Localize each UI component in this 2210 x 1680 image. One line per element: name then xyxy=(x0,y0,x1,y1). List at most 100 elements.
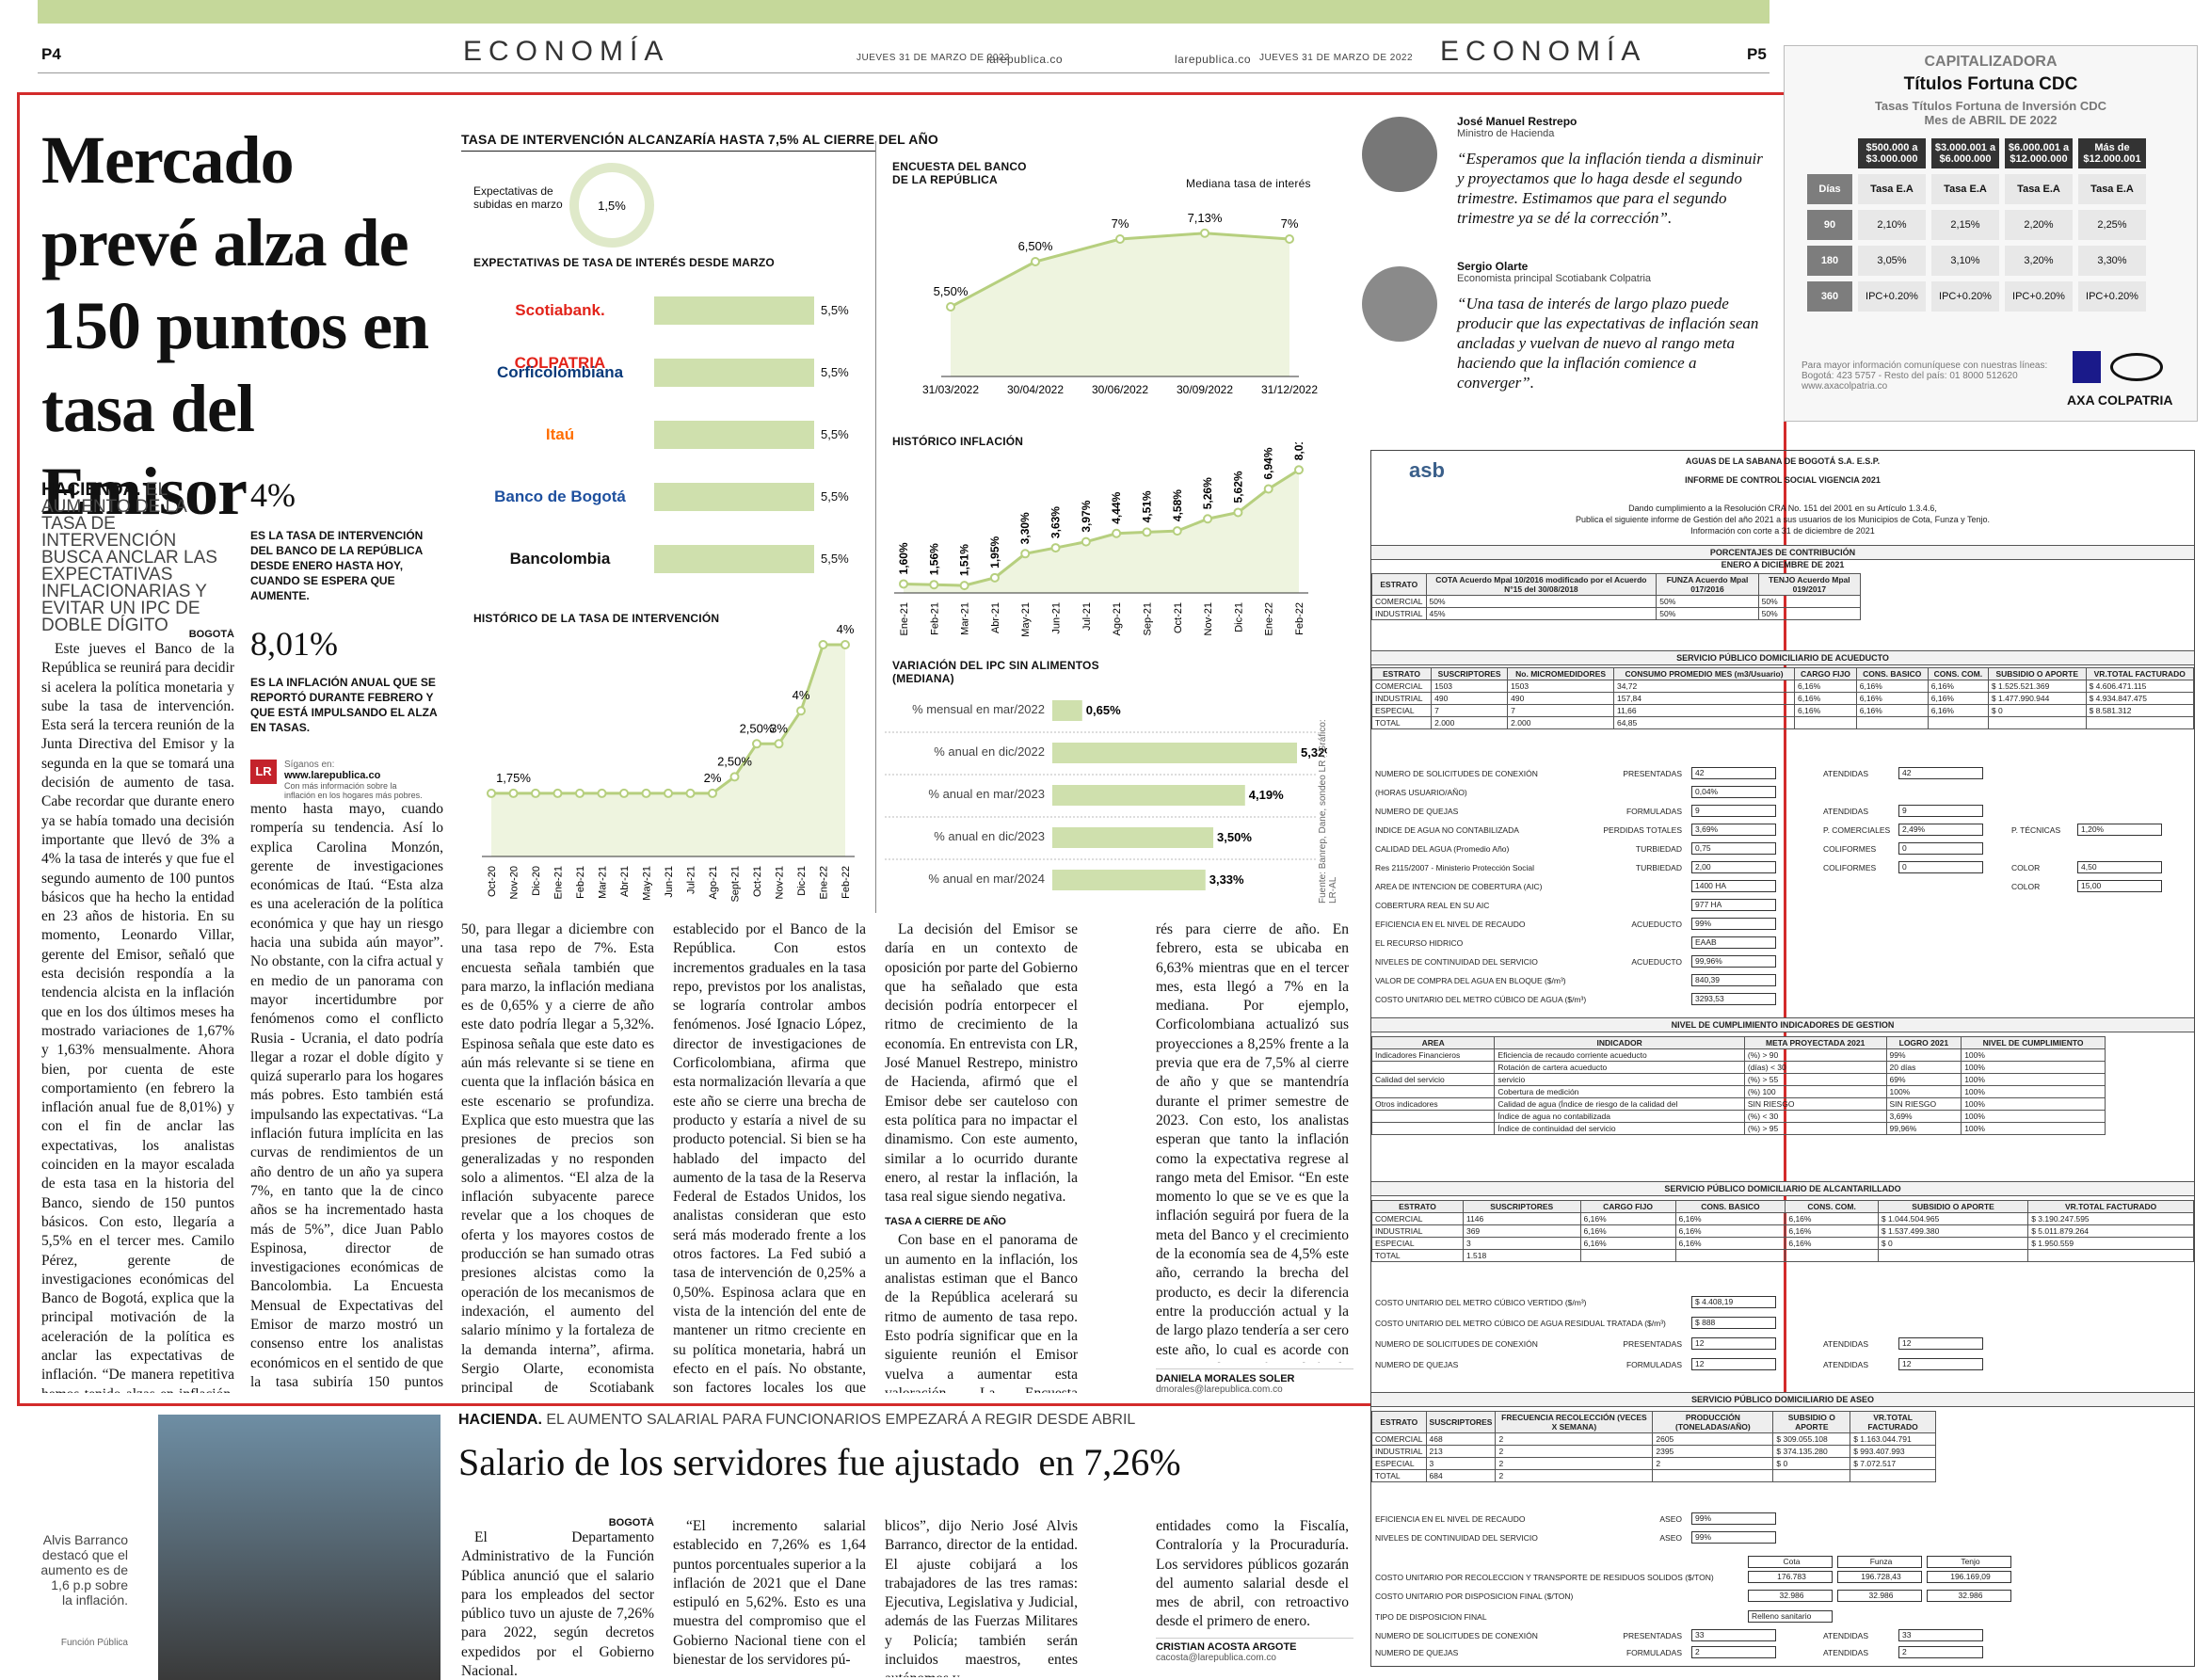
indicator-sublabel: ASEO xyxy=(1659,1533,1682,1543)
tick-label: 30/04/2022 xyxy=(1007,383,1064,396)
table-row: ESPECIAL 3 6,16% 6,16% 6,16% $ 0 $ 1.950.559 xyxy=(1371,1237,2194,1250)
table-cell: Cobertura de medición xyxy=(1494,1085,1745,1098)
expectations-value: 1,5% xyxy=(598,199,626,213)
tick-label: Nov-21 xyxy=(775,866,786,899)
table-cell: 6,16% xyxy=(1855,692,1929,705)
table-cell: $ 374.135.280 xyxy=(1772,1445,1851,1458)
ipc-bar-label: 3,50% xyxy=(1217,830,1252,844)
follow-site-link[interactable]: www.larepublica.co xyxy=(284,770,381,781)
article-deck: HACIENDA. EL AUMENTO DE LA TASA DE INTER… xyxy=(41,481,230,634)
table-row: ESPECIAL 7 7 11,66 6,16% 6,16% 6,16% $ 0 $ 8.581… xyxy=(1370,704,2195,717)
rate-cell: 2,15% xyxy=(1931,210,1999,240)
second-col-3: blicos”, dijo Nerio José Alvis Barranco,… xyxy=(885,1517,1078,1677)
data-point xyxy=(1233,507,1243,518)
rate-cell: 3,10% xyxy=(1931,246,1999,276)
table-cell xyxy=(1927,716,1989,729)
indicator-value: $ 4.408,19 xyxy=(1691,1296,1776,1308)
tick-label: Mar-21 xyxy=(960,602,971,635)
indicator-label: COBERTURA REAL EN SU AIC xyxy=(1375,901,1490,910)
table-header-cell: ESTRATO xyxy=(1371,1200,1464,1213)
table-row: Calidad del servicio servicio (%) > 55 69% 1… xyxy=(1370,1073,2106,1086)
table-cell: 2 xyxy=(1495,1469,1654,1482)
aseo-cost-value: 196.169,09 xyxy=(1927,1571,2011,1583)
article-col-3: 50, para llegar a diciembre con una tasa… xyxy=(461,920,654,1393)
tick-label: Feb-22 xyxy=(841,866,852,899)
ipc-title: VARIACIÓN DEL IPC SIN ALIMENTOS (MEDIANA… xyxy=(892,659,1099,685)
table-cell: TOTAL xyxy=(1370,716,1433,729)
table-header-cell: CONS. COM. xyxy=(1927,667,1989,680)
data-label: 1,95% xyxy=(988,536,1001,568)
dias-180: 180 xyxy=(1807,246,1852,276)
table-header-cell: CONS. COM. xyxy=(1785,1200,1879,1213)
table-cell: 7 xyxy=(1507,704,1614,717)
indicator-value-2: 12 xyxy=(1898,1358,1983,1370)
tick-label: Dic-21 xyxy=(796,866,808,896)
bank-bar xyxy=(654,296,814,325)
table-header-cell: FRECUENCIA RECOLECCIÓN (VECES X SEMANA) xyxy=(1495,1411,1654,1433)
tick-label: Abr-21 xyxy=(619,866,631,897)
table-header-cell: SUSCRIPTORES xyxy=(1425,1411,1497,1433)
table-cell: ESPECIAL xyxy=(1371,1237,1464,1250)
asb-logo: asb xyxy=(1409,458,1445,482)
indicator-label: EFICIENCIA EN EL NIVEL DE RECAUDO xyxy=(1375,1514,1526,1524)
aseo-table: ESTRATO SUSCRIPTORES FRECUENCIA RECOLECCIÓ… xyxy=(1371,1411,1936,1482)
table-row: TOTAL 684 2 xyxy=(1371,1469,1936,1482)
table-cell: 11,66 xyxy=(1612,704,1796,717)
table-cell: Índice de continuidad del servicio xyxy=(1494,1122,1745,1135)
data-point xyxy=(1112,528,1122,538)
indicator-label: COSTO UNITARIO DEL METRO CÚBICO VERTIDO … xyxy=(1375,1298,1587,1307)
second-col-2-text: “El incremento salarial establecido en 7… xyxy=(673,1518,866,1669)
second-author-email[interactable]: cacosta@larepublica.com.co xyxy=(1156,1653,1276,1663)
tick-label: Feb-22 xyxy=(1294,602,1305,635)
bank-bar xyxy=(654,359,814,387)
table-cell xyxy=(1370,1122,1496,1135)
key-figure-2: 8,01% xyxy=(250,625,338,663)
tick-label: Ene-22 xyxy=(1264,602,1275,635)
sec-period: ENERO A DICIEMBRE DE 2021 xyxy=(1721,560,1845,569)
colpatria-logo xyxy=(2110,353,2163,381)
table-cell: 2.000 xyxy=(1431,716,1509,729)
table-cell: 6,16% xyxy=(1785,1237,1879,1250)
indicator-value: 42 xyxy=(1691,767,1776,779)
indicator-value: 99,96% xyxy=(1691,955,1776,968)
second-author: CRISTIAN ACOSTA ARGOTE xyxy=(1156,1641,1297,1653)
table-header-cell: SUBSIDIO O APORTE xyxy=(1772,1411,1851,1433)
table-cell: $ 993.407.993 xyxy=(1850,1445,1936,1458)
table-row: Otros indicadores Calidad de agua (Índice… xyxy=(1370,1097,2106,1111)
page-number-right: P5 xyxy=(1747,45,1767,63)
axa-logo xyxy=(2073,351,2101,383)
ad-title: Títulos Fortuna CDC xyxy=(1903,74,2078,94)
indicator-sublabel-2: ATENDIDAS xyxy=(1823,1631,1869,1640)
table-cell: 3 xyxy=(1425,1457,1497,1470)
indicator-label: Res 2115/2007 - Ministerio Protección So… xyxy=(1375,863,1534,872)
table-cell: 20 días xyxy=(1885,1061,1962,1074)
data-point xyxy=(1285,234,1294,244)
data-point xyxy=(899,579,908,589)
indicator-value: 977 HA xyxy=(1691,899,1776,911)
author-email[interactable]: dmorales@larepublica.com.co xyxy=(1156,1384,1283,1395)
key-figure-2-caption: ES LA INFLACIÓN ANUAL QUE SE REPORTÓ DUR… xyxy=(250,676,438,734)
table-cell: 100% xyxy=(1961,1061,2106,1074)
indicator-label: NUMERO DE QUEJAS xyxy=(1375,1648,1459,1657)
ipc-bar-label: 4,19% xyxy=(1249,788,1284,802)
table-cell: 6,16% xyxy=(1927,692,1989,705)
table-cell: (%) > 95 xyxy=(1743,1122,1887,1135)
table-cell: 2 xyxy=(1495,1432,1654,1446)
table-cell: 2605 xyxy=(1652,1432,1774,1446)
author-byline: DANIELA MORALES SOLER dmorales@larepubli… xyxy=(1156,1368,1353,1395)
data-label: 7% xyxy=(1281,216,1299,231)
indicator-sublabel: FORMULADAS xyxy=(1625,807,1682,816)
table-cell: 100% xyxy=(1885,1085,1962,1098)
data-point xyxy=(1203,514,1213,524)
indicator-label: VALOR DE COMPRA DEL AGUA EN BLOQUE ($/m³… xyxy=(1375,976,1566,985)
table-cell: $ 1.525.521.369 xyxy=(1987,680,2087,693)
quote-1-role: Ministro de Hacienda xyxy=(1457,128,1555,139)
dias-head: Días xyxy=(1807,174,1852,204)
data-point xyxy=(1020,549,1031,559)
table-cell: $ 1.950.559 xyxy=(2027,1237,2194,1250)
rate-head: Tasa E.A xyxy=(2078,174,2146,204)
ipc-bar xyxy=(1052,743,1297,763)
tick-label: Feb-21 xyxy=(929,602,940,635)
bank-bar-label: 5,5% xyxy=(821,427,849,441)
indicator-value-2: 2,49% xyxy=(1898,824,1983,836)
